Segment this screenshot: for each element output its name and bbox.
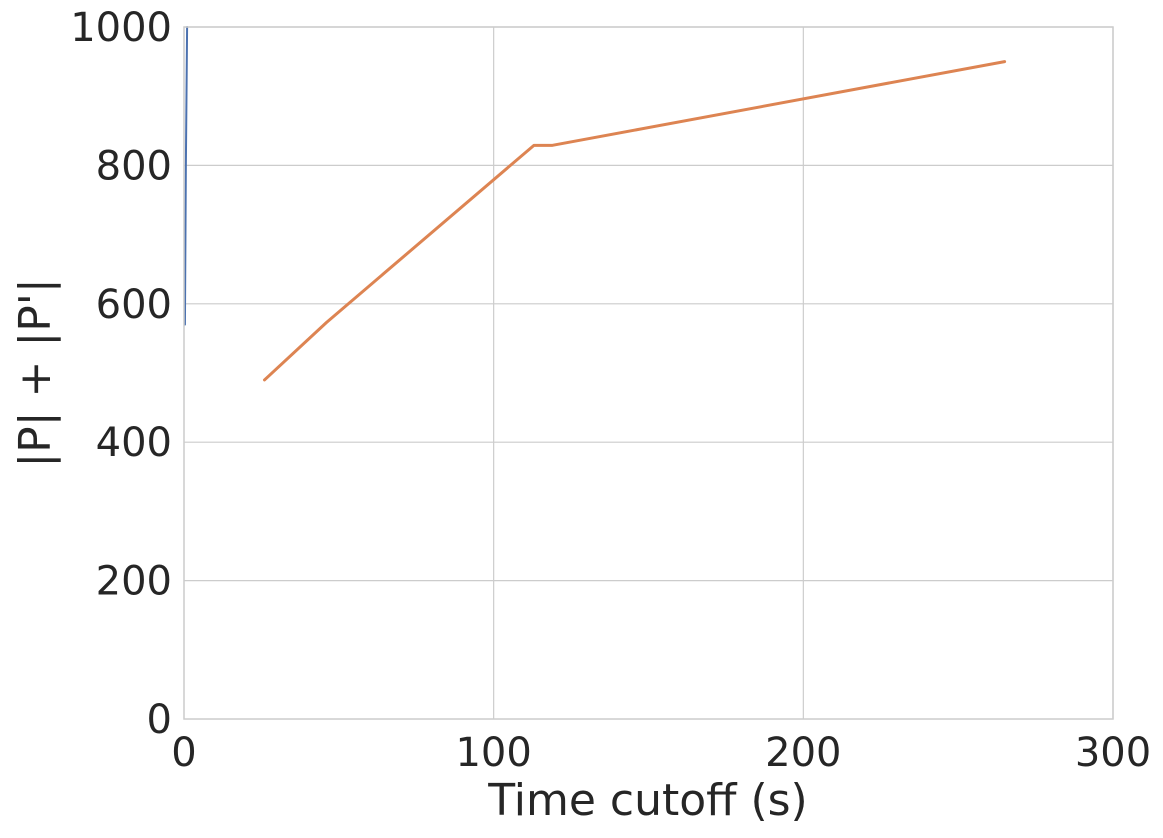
x-axis-title: Time cutoff (s) (487, 775, 807, 826)
x-tick-label: 0 (171, 730, 196, 776)
x-tick-label: 300 (1075, 730, 1151, 776)
y-tick-label: 200 (96, 559, 172, 605)
y-tick-label: 600 (96, 282, 172, 328)
series-group (183, 26, 1007, 382)
axes (183, 26, 1114, 720)
plot-frame (183, 26, 1114, 720)
plot-background (184, 27, 1113, 719)
y-tick-label: 1000 (70, 5, 172, 51)
tick-labels: 0 100 200 300 0 200 400 600 800 1000 (70, 5, 1151, 776)
y-tick-label: 0 (147, 697, 172, 743)
x-tick-label: 200 (765, 730, 841, 776)
y-axis-title: |P| + |P'| (10, 278, 61, 467)
y-tick-label: 400 (96, 420, 172, 466)
y-tick-label: 800 (96, 143, 172, 189)
x-tick-label: 100 (455, 730, 531, 776)
series-line-2 (263, 60, 1007, 382)
series-line-1 (183, 26, 189, 326)
